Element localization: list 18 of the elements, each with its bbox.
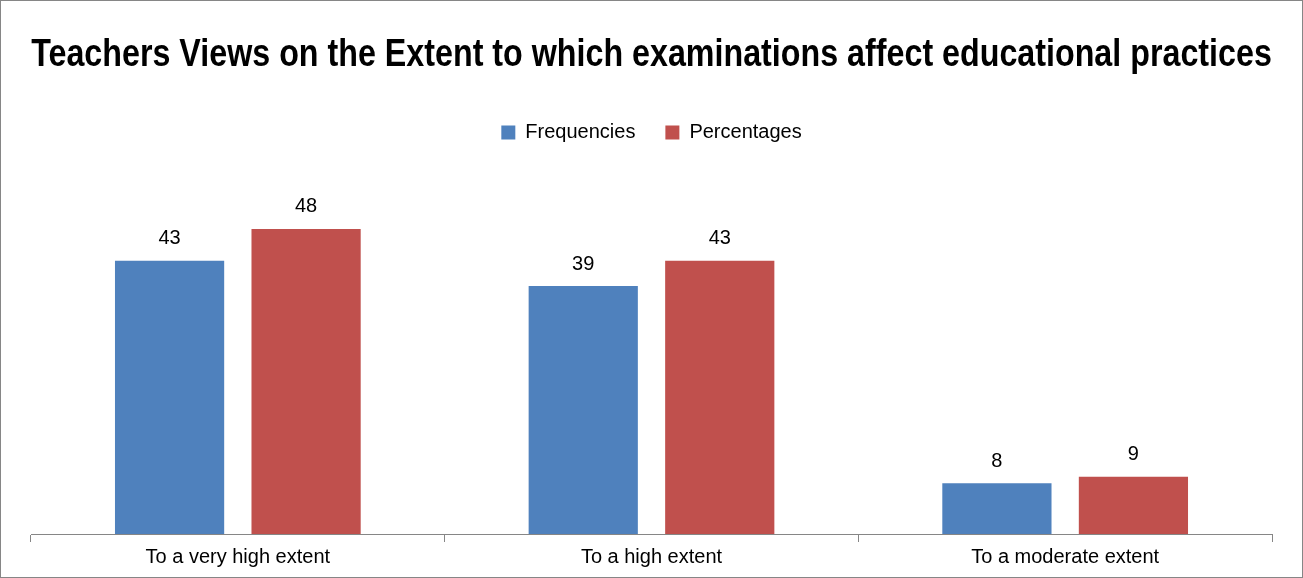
data-label: 9 xyxy=(1127,442,1139,465)
x-tick-label: To a high extent xyxy=(580,544,723,567)
data-label: 43 xyxy=(158,226,181,249)
bar xyxy=(528,286,638,534)
legend-label: Percentages xyxy=(689,120,802,143)
x-tick-label: To a very high extent xyxy=(145,544,331,567)
data-label: 48 xyxy=(294,194,318,217)
chart-title: Teachers Views on the Extent to which examinations affect educational practices xyxy=(31,31,1272,74)
data-label: 43 xyxy=(708,226,731,249)
legend-label: Frequencies xyxy=(525,120,636,143)
bar xyxy=(114,260,225,534)
bar xyxy=(665,260,775,534)
data-label: 8 xyxy=(991,448,1003,471)
data-label: 39 xyxy=(572,251,595,274)
x-tick-label: To a moderate extent xyxy=(971,544,1160,567)
bar xyxy=(251,228,361,534)
bar xyxy=(1078,476,1189,534)
bar xyxy=(942,483,1052,534)
